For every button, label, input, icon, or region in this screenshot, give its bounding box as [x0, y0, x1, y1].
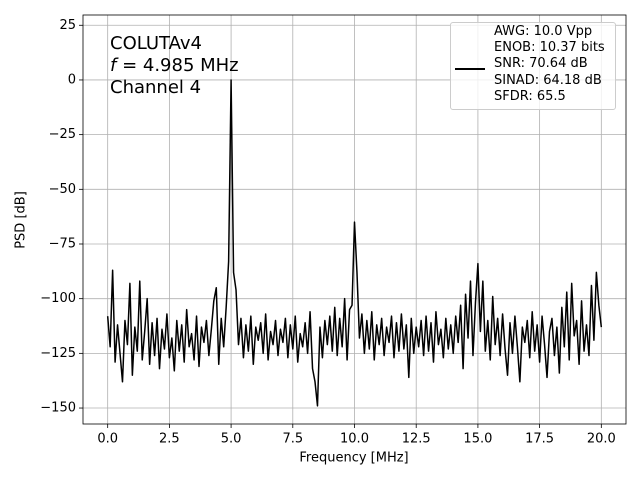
x-tick-label: 2.5	[159, 432, 180, 447]
y-tick-label: −25	[49, 127, 76, 142]
legend-label: AWG: 10.0 Vpp ENOB: 10.37 bits SNR: 70.6…	[494, 24, 605, 104]
x-tick-label: 20.0	[587, 432, 616, 447]
data-line	[106, 79, 603, 407]
x-tick-label: 0.0	[97, 432, 118, 447]
annotation-line: Channel 4	[110, 77, 201, 98]
y-axis-label: PSD [dB]	[14, 191, 29, 249]
legend-handle	[455, 68, 485, 70]
y-tick-label: −75	[49, 236, 76, 251]
annotation: COLUTAv4 f = 4.985 MHz Channel 4	[110, 33, 244, 98]
y-tick-label: 0	[68, 72, 76, 87]
y-tick-label: −50	[49, 182, 76, 197]
y-tick-label: −125	[40, 346, 76, 361]
annotation-line: = 4.985 MHz	[116, 55, 238, 76]
x-tick-label: 7.5	[282, 432, 303, 447]
y-tick-label: −150	[40, 401, 76, 416]
x-tick-label: 17.5	[525, 432, 554, 447]
y-tick-label: −100	[40, 291, 76, 306]
y-tick-label: 25	[59, 18, 76, 33]
x-tick-label: 15.0	[463, 432, 492, 447]
x-tick-label: 12.5	[402, 432, 431, 447]
x-tick-label: 5.0	[221, 432, 242, 447]
legend: AWG: 10.0 Vpp ENOB: 10.37 bits SNR: 70.6…	[450, 22, 616, 110]
annotation-symbol: f	[110, 55, 119, 76]
x-axis-label: Frequency [MHz]	[299, 451, 408, 466]
annotation-line: COLUTAv4	[110, 33, 202, 54]
x-tick-label: 10.0	[340, 432, 369, 447]
